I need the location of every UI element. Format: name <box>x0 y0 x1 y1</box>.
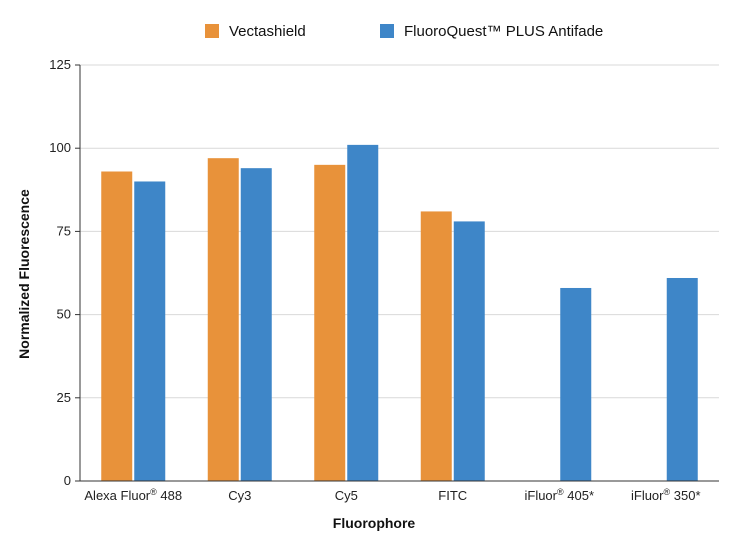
bar-vectashield-0 <box>101 171 133 481</box>
bar-fluoroquest-5 <box>666 277 698 481</box>
x-tick-label: Cy3 <box>228 488 251 503</box>
bar-vectashield-3 <box>420 211 452 481</box>
x-tick-labels: Alexa Fluor® 488 Cy3 Cy5 FITC iFluor® 405* iF… <box>84 487 700 503</box>
x-tick-label: FITC <box>438 488 467 503</box>
legend-swatch-fluoroquest <box>380 24 394 38</box>
x-tick-label: iFluor® 350* <box>631 487 701 503</box>
legend-label-fluoroquest: FluoroQuest™ PLUS Antifade <box>404 23 603 40</box>
y-tick-label: 125 <box>49 57 71 72</box>
x-tick-label: iFluor® 405* <box>524 487 594 503</box>
legend: Vectashield FluoroQuest™ PLUS Antifade <box>205 23 603 40</box>
x-tick-label: Cy5 <box>335 488 358 503</box>
x-tick-label: Alexa Fluor® 488 <box>84 487 182 503</box>
bar-fluoroquest-3 <box>453 221 485 481</box>
y-tick-label: 25 <box>57 390 71 405</box>
y-tick-label: 50 <box>57 307 71 322</box>
bar-vectashield-1 <box>207 158 239 481</box>
y-tick-label: 0 <box>64 473 71 488</box>
y-axis-title: Normalized Fluorescence <box>16 189 32 359</box>
gridlines <box>80 64 719 399</box>
legend-label-vectashield: Vectashield <box>229 23 306 40</box>
bar-fluoroquest-0 <box>134 181 166 482</box>
bar-fluoroquest-2 <box>347 144 379 481</box>
axes <box>75 64 719 482</box>
bar-fluoroquest-4 <box>560 287 592 481</box>
bar-fluoroquest-1 <box>240 168 272 481</box>
bar-vectashield-2 <box>314 164 346 481</box>
bars <box>101 144 698 482</box>
x-axis-title: Fluorophore <box>333 515 416 531</box>
y-tick-label: 100 <box>49 140 71 155</box>
legend-swatch-vectashield <box>205 24 219 38</box>
y-tick-labels: 0 25 50 75 100 125 <box>49 57 71 488</box>
y-tick-label: 75 <box>57 223 71 238</box>
